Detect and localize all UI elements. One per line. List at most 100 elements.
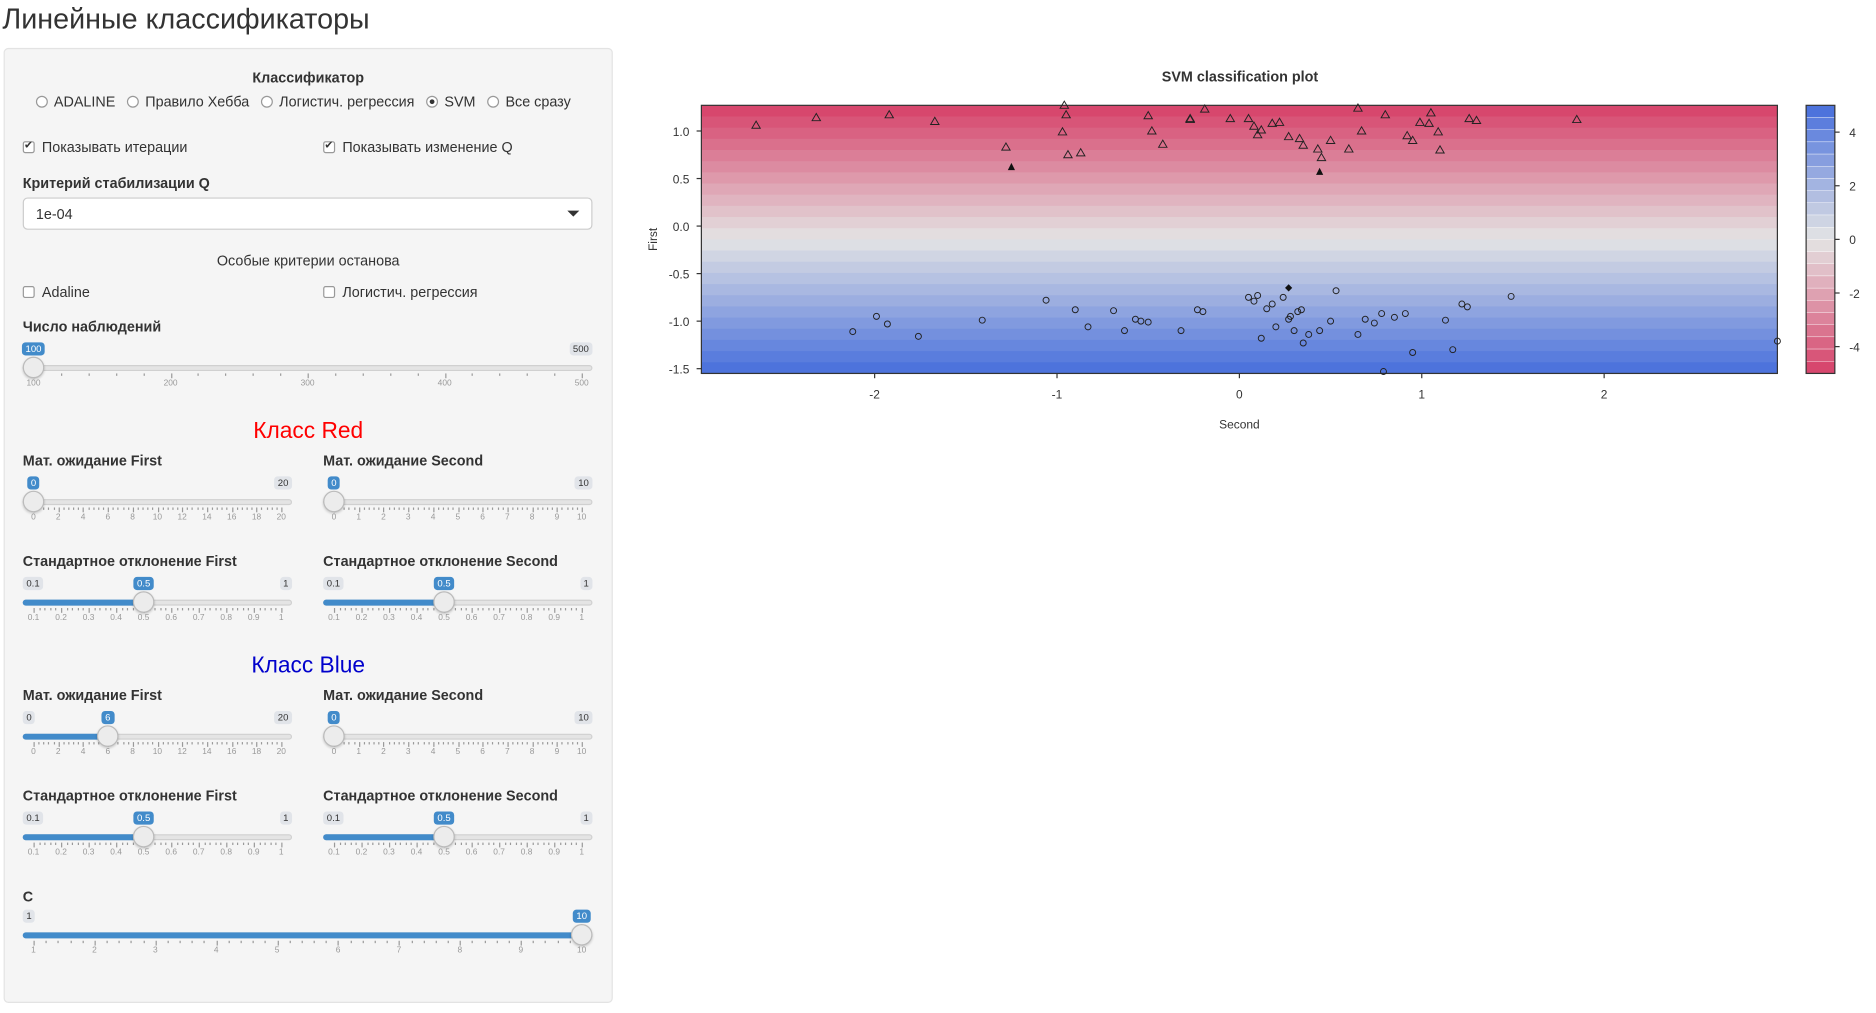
show-iterations-checkbox[interactable]: Показывать итерации (22, 139, 187, 156)
class-red-point (1199, 103, 1210, 113)
slider-minor-tick (209, 842, 211, 846)
slider-minor-tick (488, 842, 490, 846)
slider-tick-label: 4 (430, 513, 436, 522)
slider-minor-tick (266, 742, 268, 745)
slider-handle[interactable] (22, 356, 45, 379)
slider-max-label: 10 (574, 476, 593, 490)
slider-handle[interactable] (323, 725, 345, 747)
class-red-point (1316, 152, 1327, 162)
class-blue-point (1257, 334, 1265, 342)
slider-handle[interactable] (22, 490, 45, 513)
slider-handle[interactable] (132, 825, 155, 848)
slider-handle[interactable] (323, 490, 345, 513)
slider-handle[interactable] (97, 725, 119, 747)
legend-color-step (1805, 214, 1836, 228)
adaline-stop-checkbox[interactable]: Adaline (22, 284, 90, 300)
red-mean-second-slider[interactable]: 10 0 0 1 2 3 4 5 6 7 8 9 10 (323, 476, 593, 531)
class-blue-point (1332, 287, 1340, 295)
slider-track[interactable] (22, 365, 593, 372)
slider-minor-tick (348, 507, 350, 510)
radio-circle[interactable] (487, 95, 500, 108)
slider-handle[interactable] (570, 924, 593, 946)
logreg-stop-checkbox[interactable]: Логистич. регрессия (323, 284, 478, 300)
slider-tick-label: 6 (335, 946, 341, 956)
slider-minor-tick (147, 742, 149, 745)
slider-track[interactable] (323, 499, 593, 506)
n-obs-slider[interactable]: 500 100 100 200 300 400 500 (21, 342, 593, 397)
slider-minor-tick (280, 373, 282, 376)
checkbox-box[interactable] (22, 286, 35, 299)
slider-minor-tick (88, 373, 90, 376)
blue-sd-first-slider[interactable]: 0.1 1 0.5 0.1 0.2 0.3 0.4 0.5 0.6 0.7 0.8 0.9 1 (22, 811, 293, 866)
legend-color-step (1805, 202, 1836, 216)
slider-minor-tick (532, 842, 534, 846)
slider-tick-label: 16 (227, 748, 237, 757)
radio-hebb[interactable]: Правило Хебба (127, 93, 249, 110)
red-sd-first-slider[interactable]: 0.1 1 0.5 0.1 0.2 0.3 0.4 0.5 0.6 0.7 0.8 0.9 1 (22, 576, 293, 632)
slider-minor-tick (355, 842, 358, 846)
radio-circle[interactable] (35, 95, 48, 108)
slider-tick-label: 4 (80, 513, 86, 522)
stab-criterion-select[interactable]: 1e-04 (22, 197, 593, 230)
slider-minor-tick (152, 507, 154, 510)
slider-minor-tick (557, 940, 559, 944)
slider-tick (206, 507, 209, 513)
radio-all[interactable]: Все сразу (487, 93, 571, 110)
slider-minor-tick (551, 507, 554, 510)
red-sd-second-slider[interactable]: 0.1 1 0.5 0.1 0.2 0.3 0.4 0.5 0.6 0.7 0.8 0.9 1 (323, 576, 593, 632)
slider-minor-tick (399, 608, 402, 611)
blue-sd-second-slider[interactable]: 0.1 1 0.5 0.1 0.2 0.3 0.4 0.5 0.6 0.7 0.8 0.9 1 (323, 811, 593, 866)
slider-minor-tick (68, 507, 70, 510)
radio-circle[interactable] (127, 95, 140, 108)
slider-minor-tick (66, 842, 68, 846)
decision-band (701, 272, 1778, 285)
slider-minor-tick (187, 507, 189, 510)
radio-adaline[interactable]: ADALINE (35, 93, 115, 110)
slider-minor-tick (137, 742, 139, 745)
blue-mean-second-slider[interactable]: 10 0 0 1 2 3 4 5 6 7 8 9 10 (323, 710, 593, 766)
slider-tick (581, 742, 583, 747)
slider-minor-tick (496, 940, 498, 944)
slider-handle[interactable] (433, 825, 455, 848)
slider-track[interactable] (323, 733, 593, 740)
red-mean-first-slider[interactable]: 20 0 0 2 4 6 8 10 12 14 16 18 20 (22, 476, 293, 531)
slider-minor-tick (270, 608, 272, 611)
checkbox-box[interactable] (22, 140, 35, 154)
slider-tick (333, 608, 336, 613)
radio-svm[interactable]: SVM (426, 93, 476, 110)
slider-minor-tick (442, 742, 445, 745)
c-param-slider[interactable]: 1 10 1 2 3 4 5 6 7 8 9 10 (22, 909, 593, 965)
slider-minor-tick (270, 842, 272, 846)
slider-tick-label: 0.8 (520, 614, 533, 623)
slider-handle[interactable] (433, 591, 455, 613)
checkbox-box[interactable] (323, 140, 336, 154)
slider-minor-tick (493, 842, 495, 846)
legend-color-step (1805, 324, 1836, 338)
slider-minor-tick (428, 742, 430, 745)
class-blue-point (1297, 306, 1305, 314)
slider-tick-label: 20 (276, 748, 286, 757)
decision-band (701, 138, 1778, 151)
class-red-point (1298, 140, 1309, 149)
slider-tick (281, 608, 283, 613)
slider-minor-tick (193, 608, 195, 611)
slider-track[interactable] (22, 499, 293, 506)
class-blue-point (1263, 305, 1271, 313)
radio-circle[interactable] (261, 95, 274, 108)
x-tick-label: 1 (1418, 388, 1425, 402)
checkbox-box[interactable] (323, 286, 336, 299)
slider-minor-tick (467, 507, 469, 510)
slider-min-label: 0.1 (22, 576, 44, 591)
blue-mean-first-slider[interactable]: 0 20 6 0 2 4 6 8 10 12 14 16 18 20 (22, 710, 293, 766)
slider-minor-tick (132, 608, 134, 611)
slider-handle[interactable] (132, 591, 155, 613)
class-red-point (1256, 124, 1267, 134)
slider-minor-tick (39, 608, 41, 611)
class-red-point (1185, 114, 1196, 124)
slider-minor-tick (43, 742, 45, 745)
radio-logreg[interactable]: Логистич. регрессия (261, 93, 414, 110)
slider-ticks: 1 2 3 4 5 6 7 8 9 10 (23, 940, 593, 958)
radio-circle[interactable] (426, 95, 439, 108)
show-q-change-checkbox[interactable]: Показывать изменение Q (323, 139, 513, 156)
slider-minor-tick (78, 507, 80, 510)
